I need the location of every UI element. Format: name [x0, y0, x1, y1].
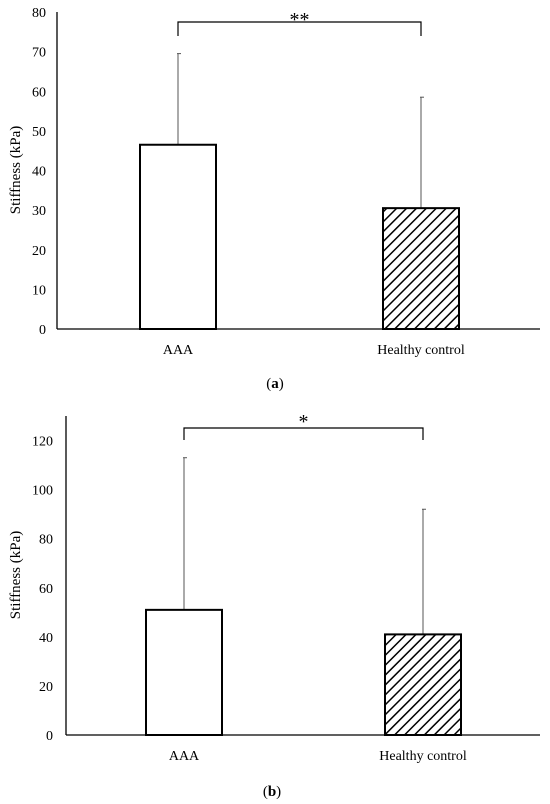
y-tick-label-b: 0	[46, 729, 53, 744]
bar-a	[139, 143, 217, 330]
y-tick-label-a: 0	[39, 323, 46, 338]
chart-panel-b: Stiffness (kPa) 0 20 40 60 80 100 120 AAA Health…	[8, 411, 540, 800]
significance-label-a: **	[290, 9, 310, 31]
plot-area-b: 0 20 40 60 80 100 120 AAA Healthy control *	[32, 411, 540, 764]
y-tick-label-a: 10	[32, 283, 46, 298]
bar-b	[384, 633, 462, 737]
significance-bracket-b	[183, 427, 424, 440]
plot-area-a: 0 10 20 30 40 50 60 70 80 AAA Healthy control **	[32, 6, 540, 358]
y-tick-label-a: 30	[32, 204, 46, 219]
significance-label-b: *	[299, 411, 309, 433]
y-tick-label-a: 80	[32, 6, 46, 21]
chart-panel-a: Stiffness (kPa) 0 10 20 30 40 50 60 70 80 AAA Heal…	[8, 6, 540, 392]
category-label-a: AAA	[163, 343, 194, 358]
y-tick-label-a: 60	[32, 85, 46, 100]
y-tick-label-a: 70	[32, 46, 46, 61]
y-tick-label-b: 80	[39, 533, 53, 548]
y-tick-label-b: 120	[32, 435, 53, 450]
panel-label-a: (a)	[266, 376, 284, 392]
y-tick-label-a: 50	[32, 125, 46, 140]
category-label-a: Healthy control	[377, 343, 465, 358]
significance-bracket-a	[177, 21, 422, 36]
y-tick-label-b: 40	[39, 631, 53, 646]
panel-label-b: (b)	[263, 784, 281, 800]
category-label-b: AAA	[169, 749, 200, 764]
bar-b	[145, 608, 223, 736]
y-tick-label-b: 20	[39, 680, 53, 695]
y-axis-title-a: Stiffness (kPa)	[8, 126, 24, 214]
y-tick-label-b: 100	[32, 484, 53, 499]
y-tick-label-b: 60	[39, 582, 53, 597]
y-tick-label-a: 40	[32, 165, 46, 180]
y-axis-title-b: Stiffness (kPa)	[8, 531, 24, 619]
category-label-b: Healthy control	[379, 749, 467, 764]
bar-a	[382, 207, 460, 330]
y-tick-label-a: 20	[32, 244, 46, 259]
